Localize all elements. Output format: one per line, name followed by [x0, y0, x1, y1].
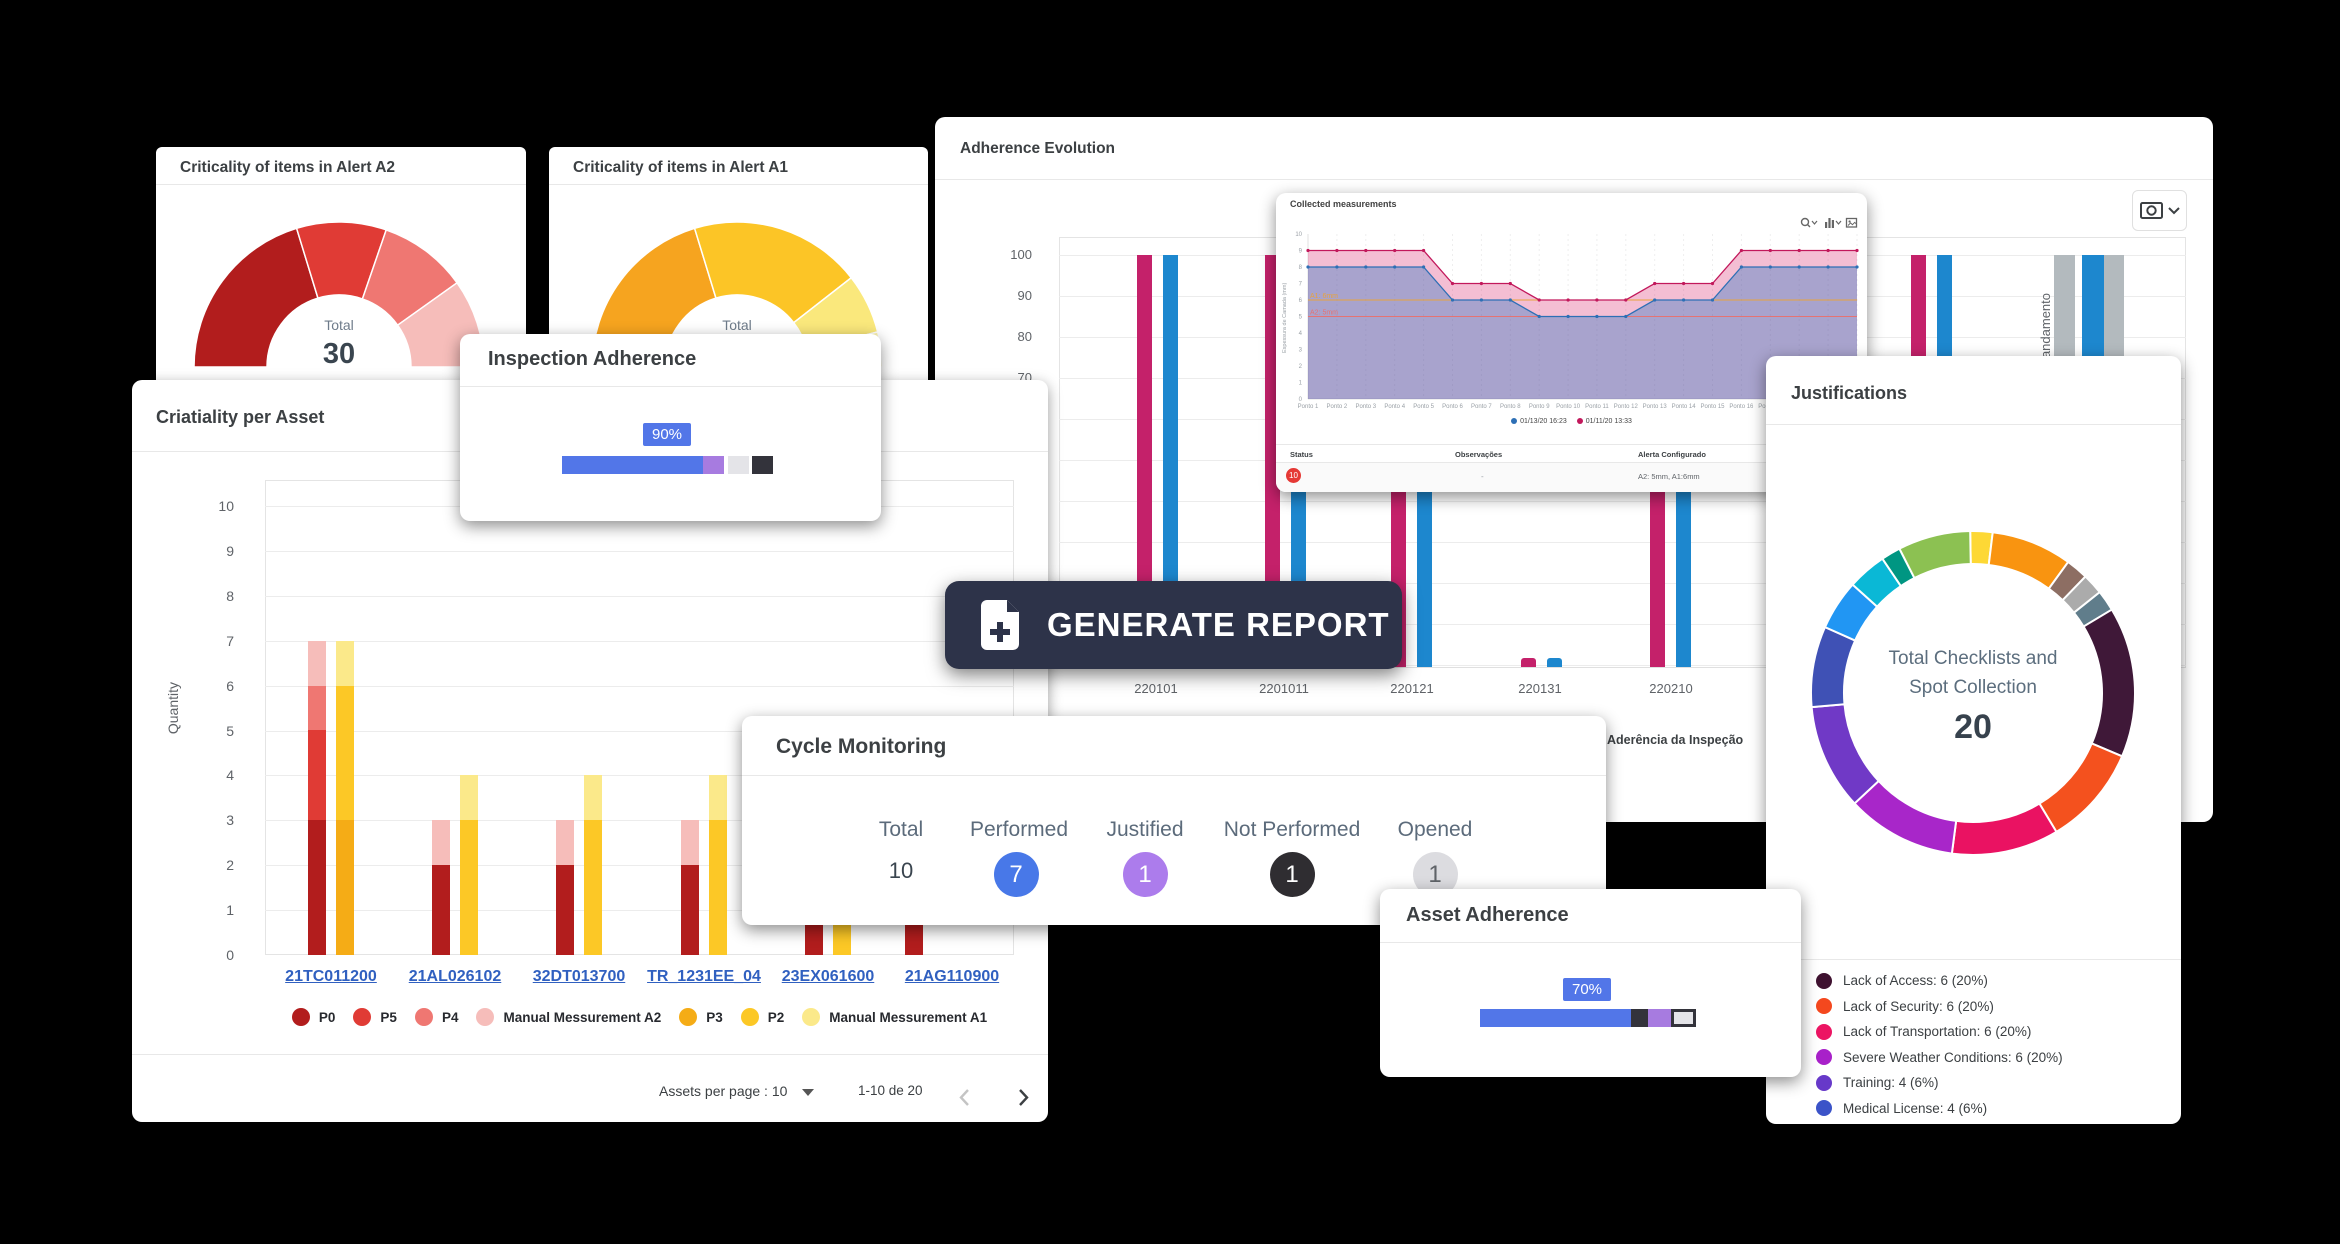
- svg-text:Ponto 12: Ponto 12: [1614, 404, 1639, 410]
- svg-text:Ponto 6: Ponto 6: [1442, 404, 1463, 410]
- svg-text:Ponto 4: Ponto 4: [1384, 404, 1405, 410]
- svg-text:Ponto 9: Ponto 9: [1529, 404, 1550, 410]
- svg-text:9: 9: [1299, 249, 1303, 255]
- svg-text:Ponto 7: Ponto 7: [1471, 404, 1492, 410]
- svg-text:Ponto 10: Ponto 10: [1556, 404, 1581, 410]
- svg-text:Ponto 16: Ponto 16: [1729, 404, 1754, 410]
- svg-text:A2: 5mm: A2: 5mm: [1310, 310, 1338, 317]
- svg-text:3: 3: [1299, 348, 1303, 354]
- svg-text:Ponto 13: Ponto 13: [1643, 404, 1668, 410]
- svg-text:Ponto 2: Ponto 2: [1327, 404, 1348, 410]
- svg-text:6: 6: [1299, 298, 1303, 304]
- svg-text:7: 7: [1299, 282, 1303, 288]
- svg-text:Ponto 8: Ponto 8: [1500, 404, 1521, 410]
- svg-text:A1: 6mm: A1: 6mm: [1310, 293, 1338, 300]
- svg-text:Ponto 5: Ponto 5: [1413, 404, 1434, 410]
- svg-text:Ponto 3: Ponto 3: [1355, 404, 1376, 410]
- svg-text:8: 8: [1299, 265, 1303, 271]
- svg-text:0: 0: [1299, 397, 1303, 403]
- svg-text:Ponto 14: Ponto 14: [1672, 404, 1697, 410]
- svg-text:10: 10: [1295, 232, 1302, 238]
- svg-text:Ponto 1: Ponto 1: [1298, 404, 1319, 410]
- svg-text:5: 5: [1299, 315, 1303, 321]
- svg-text:Espessura de Camada (mm): Espessura de Camada (mm): [1282, 283, 1288, 353]
- svg-text:4: 4: [1299, 331, 1303, 337]
- svg-text:Ponto 11: Ponto 11: [1585, 404, 1609, 410]
- svg-text:1: 1: [1299, 381, 1303, 387]
- svg-text:Ponto 15: Ponto 15: [1700, 404, 1725, 410]
- svg-text:2: 2: [1299, 364, 1303, 370]
